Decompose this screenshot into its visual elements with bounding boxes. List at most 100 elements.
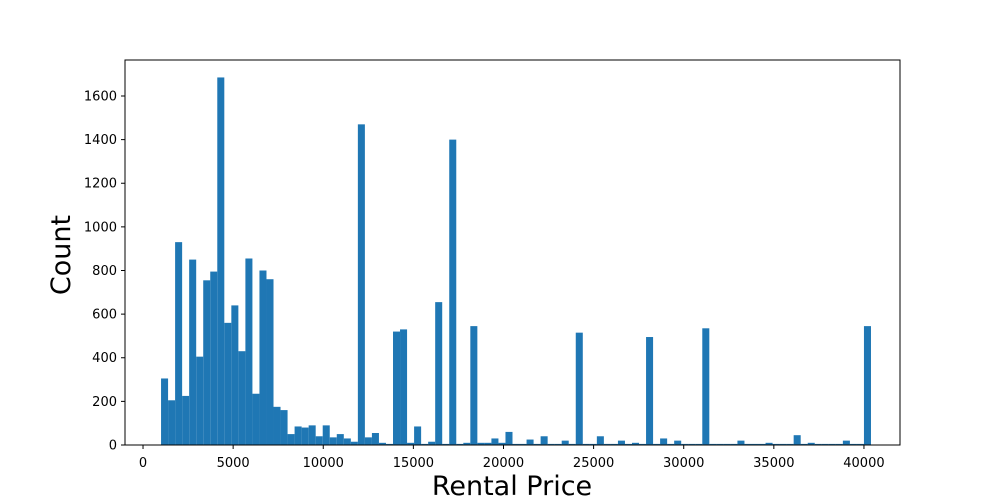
- histogram-bar: [210, 271, 218, 445]
- histogram-bar: [259, 270, 267, 445]
- histogram-bar: [343, 438, 351, 445]
- x-tick-label: 20000: [483, 456, 524, 471]
- histogram-bar: [287, 434, 295, 445]
- histogram-bar: [709, 443, 717, 445]
- histogram-bar: [519, 443, 527, 445]
- x-tick-label: 5000: [217, 456, 250, 471]
- histogram-bar: [561, 440, 569, 445]
- histogram-bar: [653, 443, 661, 445]
- x-tick-label: 0: [139, 456, 147, 471]
- histogram-bar: [252, 393, 260, 445]
- histogram-bar: [807, 442, 815, 445]
- histogram-bar: [407, 442, 415, 445]
- x-tick-label: 40000: [843, 456, 884, 471]
- y-tick-label: 1000: [84, 220, 117, 235]
- x-tick-label: 35000: [753, 456, 794, 471]
- histogram-bar: [175, 242, 183, 445]
- histogram-bar: [800, 443, 808, 445]
- histogram-bar: [842, 440, 850, 445]
- histogram-bar: [435, 302, 443, 445]
- y-tick-label: 0: [109, 439, 117, 454]
- x-axis-ticks: 0 5000 10000 15000 20000 25000 30000 35000 40000: [139, 445, 885, 471]
- histogram-bar: [477, 442, 485, 445]
- histogram-bar: [294, 426, 302, 445]
- histogram-bar: [308, 425, 316, 445]
- y-tick-label: 1600: [84, 89, 117, 104]
- y-tick-label: 400: [92, 351, 117, 366]
- histogram-bar: [526, 439, 534, 445]
- y-tick-label: 1200: [84, 177, 117, 192]
- histogram-bar: [758, 443, 766, 445]
- histogram-bar: [280, 410, 288, 445]
- y-tick-label: 800: [92, 264, 117, 279]
- histogram-bar: [639, 443, 647, 445]
- histogram-bar: [751, 443, 759, 445]
- histogram-bar: [631, 442, 640, 445]
- histogram-bar: [624, 443, 632, 445]
- x-tick-label: 30000: [663, 456, 704, 471]
- y-axis-ticks: 0 200 400 600 800 1000 1200 1400 1600: [84, 89, 125, 454]
- x-tick-label: 25000: [573, 456, 614, 471]
- histogram-bar: [765, 442, 773, 445]
- histogram-bar: [357, 124, 365, 445]
- histogram-bar: [414, 426, 422, 445]
- histogram-bar: [744, 443, 752, 445]
- histogram-bar: [393, 331, 401, 445]
- histogram-bar: [182, 395, 190, 445]
- histogram-bar: [322, 425, 330, 445]
- histogram-bar: [610, 443, 618, 445]
- histogram-bar: [603, 443, 611, 445]
- histogram-bar: [266, 279, 274, 445]
- y-tick-label: 200: [92, 395, 117, 410]
- histogram-bar: [772, 443, 780, 445]
- histogram-bar: [779, 443, 787, 445]
- histogram-bar: [512, 443, 520, 445]
- histogram-bar: [660, 438, 668, 445]
- histogram-bar: [863, 326, 871, 445]
- axes-frame: [124, 59, 901, 446]
- histogram-bar: [688, 443, 696, 445]
- histogram-bar: [575, 332, 583, 445]
- histogram-bar: [596, 436, 604, 445]
- histogram-bar: [385, 443, 394, 445]
- histogram-bar: [301, 427, 309, 445]
- histogram-bar: [716, 443, 724, 445]
- histogram-bar: [350, 441, 358, 445]
- histogram-bar: [400, 329, 408, 445]
- histogram-bar: [168, 400, 176, 445]
- y-tick-label: 600: [92, 308, 117, 323]
- histogram-bar: [491, 438, 499, 445]
- histogram-bar: [378, 442, 386, 445]
- histogram-bar: [793, 435, 801, 445]
- y-axis-label: Count: [46, 215, 77, 295]
- histogram-bar: [617, 440, 625, 445]
- histogram-bar: [315, 436, 323, 445]
- histogram-bar: [203, 280, 211, 445]
- histogram-bar: [730, 443, 738, 445]
- histogram-bar: [231, 305, 239, 445]
- histogram-bar: [273, 406, 281, 445]
- histogram-bar: [245, 258, 253, 445]
- histogram-bar: [498, 442, 506, 445]
- bars-group: [161, 77, 871, 446]
- histogram-bar: [681, 443, 689, 445]
- histogram-bar: [196, 356, 204, 445]
- histogram-bar: [442, 443, 450, 445]
- histogram-bar: [814, 443, 822, 445]
- histogram-bar: [449, 139, 457, 446]
- histogram-bar: [589, 443, 597, 445]
- histogram-bar: [421, 443, 429, 445]
- histogram-bar: [505, 431, 513, 445]
- histogram-bar: [336, 434, 344, 445]
- histogram-bar: [484, 442, 492, 445]
- histogram-bar: [547, 443, 555, 445]
- histogram-bar: [554, 443, 562, 445]
- histogram-bar: [428, 441, 436, 445]
- histogram-bar: [568, 443, 576, 445]
- histogram-bar: [238, 351, 246, 445]
- histogram-bar: [646, 337, 654, 445]
- histogram-bar: [540, 436, 548, 445]
- histogram-bar: [674, 440, 682, 445]
- x-axis-label: Rental Price: [432, 471, 592, 500]
